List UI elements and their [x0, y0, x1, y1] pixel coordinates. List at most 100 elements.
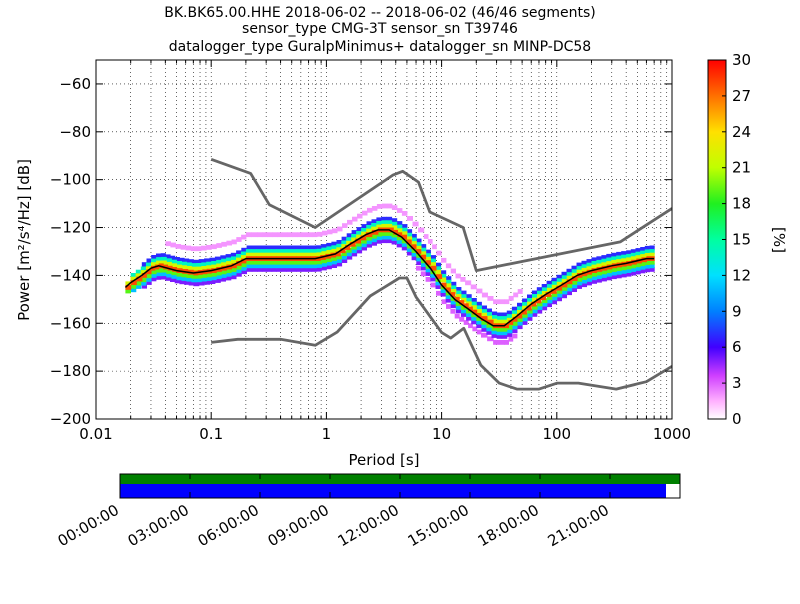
density-cell: [160, 253, 166, 258]
density-cell: [517, 306, 523, 312]
density-cell: [606, 268, 612, 274]
density-cell: [281, 245, 287, 251]
density-cell: [401, 234, 407, 240]
density-cell: [532, 304, 538, 310]
density-cell: [425, 271, 431, 276]
density-cell: [356, 234, 362, 240]
density-cell: [296, 263, 303, 269]
density-cell: [455, 287, 462, 292]
density-cell: [361, 245, 367, 251]
density-cell: [341, 258, 348, 263]
density-cell: [276, 259, 282, 265]
density-cell: [257, 245, 263, 251]
density-cell: [436, 290, 443, 296]
density-cell: [481, 312, 487, 318]
density-cell: [430, 262, 436, 267]
timeline-tick-label: 00:00:00: [55, 501, 122, 550]
density-cell: [391, 232, 398, 238]
density-cell: [522, 302, 528, 307]
density-cell: [251, 259, 257, 265]
density-cell: [161, 260, 167, 266]
density-cell: [445, 263, 452, 269]
density-cell: [517, 302, 523, 308]
density-cell: [204, 258, 210, 264]
density-cell: [326, 264, 332, 270]
density-cell: [540, 295, 547, 301]
density-cell: [226, 257, 232, 263]
density-cell: [261, 249, 267, 254]
density-cell: [146, 269, 152, 275]
density-cell: [206, 276, 212, 281]
density-cell: [411, 244, 417, 250]
density-cell: [454, 313, 460, 319]
density-cell: [196, 273, 202, 279]
density-cell: [591, 264, 597, 270]
density-cell: [135, 284, 142, 289]
density-cell: [391, 218, 398, 223]
density-cell: [504, 299, 510, 305]
density-cell: [421, 262, 427, 267]
density-cell: [176, 264, 182, 270]
density-cell: [436, 274, 443, 279]
density-cell: [236, 237, 242, 242]
density-cell: [541, 301, 548, 307]
density-cell: [450, 281, 457, 287]
density-cell: [386, 216, 393, 222]
timeline-tick-label: 03:00:00: [125, 501, 192, 550]
density-cell: [649, 249, 655, 254]
density-cell: [450, 285, 457, 291]
density-cell: [436, 250, 442, 256]
density-cell: [165, 241, 171, 247]
density-cell: [506, 310, 513, 316]
density-cell: [386, 203, 393, 209]
density-cell: [446, 287, 451, 293]
density-cell: [640, 247, 646, 252]
colorbar-tick-label: 3: [732, 374, 742, 392]
density-cell: [430, 258, 436, 264]
density-cell: [621, 251, 627, 256]
psd-density-heatmap: [125, 203, 655, 345]
density-cell: [418, 227, 425, 233]
density-cell: [301, 259, 308, 265]
density-cell: [305, 245, 312, 251]
noise-model-curves: [210, 157, 672, 391]
density-cell: [396, 242, 403, 248]
density-cell: [311, 267, 317, 272]
density-cell: [296, 245, 302, 251]
density-cell: [571, 287, 577, 292]
density-cell: [481, 323, 487, 329]
density-cell: [191, 266, 197, 272]
density-cell: [161, 271, 167, 277]
density-cell: [459, 300, 465, 305]
density-cell: [406, 232, 413, 238]
density-cell: [326, 257, 332, 262]
density-cell: [216, 259, 222, 265]
density-cell: [366, 235, 372, 241]
density-cell: [532, 308, 538, 314]
density-cell: [281, 267, 287, 272]
density-cell: [649, 259, 655, 265]
density-cell: [561, 282, 568, 288]
density-cell: [221, 241, 227, 247]
density-cell: [151, 255, 157, 260]
density-cell: [430, 282, 437, 288]
density-cell: [125, 288, 131, 294]
density-cell: [321, 244, 327, 249]
title-line-1: BK.BK65.00.HHE 2018-06-02 -- 2018-06-02 …: [164, 5, 596, 21]
density-cell: [236, 250, 242, 256]
density-cell: [517, 320, 523, 326]
title-line-2: sensor_type CMG-3T sensor_sn T39746: [242, 21, 518, 37]
density-cell: [626, 268, 632, 273]
density-cell: [231, 259, 237, 265]
density-cell: [351, 244, 357, 250]
density-cell: [406, 236, 413, 242]
y-tick-label: −100: [50, 171, 91, 189]
density-cell: [271, 267, 277, 272]
density-cell: [416, 242, 422, 247]
density-cell: [311, 245, 317, 251]
density-cell: [151, 273, 157, 278]
density-cell: [277, 232, 283, 238]
density-cell: [460, 312, 467, 317]
density-cell: [341, 240, 347, 246]
